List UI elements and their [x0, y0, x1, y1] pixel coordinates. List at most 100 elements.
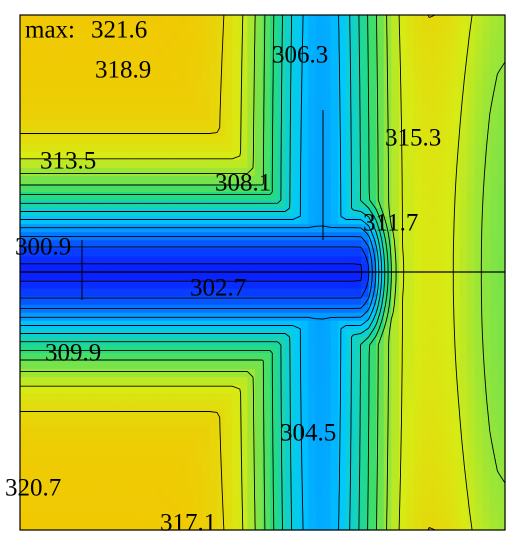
field-cell	[429, 377, 438, 386]
field-cell	[436, 183, 445, 193]
field-cell	[262, 473, 271, 483]
field-cell	[80, 224, 89, 233]
field-cell	[368, 425, 377, 435]
field-cell	[42, 433, 51, 443]
field-cell	[391, 513, 400, 523]
field-cell	[179, 95, 188, 105]
field-cell	[497, 401, 506, 410]
field-cell	[65, 473, 74, 483]
field-cell	[474, 232, 483, 241]
field-cell	[57, 71, 67, 80]
field-cell	[474, 425, 483, 435]
field-cell	[50, 256, 59, 266]
field-cell	[292, 103, 301, 113]
field-cell	[406, 288, 415, 298]
field-cell	[398, 55, 408, 64]
field-cell	[285, 417, 294, 426]
field-cell	[179, 248, 188, 258]
field-cell	[444, 159, 453, 169]
field-cell	[239, 425, 248, 435]
field-cell	[368, 135, 377, 145]
field-cell	[118, 473, 127, 483]
field-cell	[50, 31, 59, 40]
field-cell	[323, 425, 332, 435]
contour-label: 300.9	[15, 234, 71, 261]
field-cell	[88, 39, 97, 48]
field-cell	[482, 296, 491, 306]
field-cell	[224, 352, 233, 362]
field-cell	[171, 417, 180, 426]
field-cell	[95, 465, 104, 475]
field-cell	[414, 63, 423, 72]
field-cell	[50, 119, 59, 129]
field-cell	[141, 15, 150, 24]
field-cell	[315, 47, 324, 56]
field-cell	[209, 127, 218, 137]
field-cell	[141, 47, 150, 56]
field-cell	[277, 175, 286, 185]
field-cell	[277, 143, 286, 153]
field-cell	[270, 175, 279, 185]
field-cell	[406, 167, 415, 177]
field-cell	[414, 344, 423, 354]
field-cell	[254, 288, 264, 298]
field-cell	[330, 248, 339, 258]
field-cell	[376, 393, 385, 402]
field-cell	[186, 296, 195, 306]
field-cell	[482, 288, 491, 298]
field-cell	[224, 497, 233, 507]
field-cell	[459, 521, 468, 531]
field-cell	[330, 385, 339, 394]
field-cell	[421, 143, 430, 153]
field-cell	[262, 361, 271, 370]
field-cell	[209, 521, 218, 531]
field-cell	[482, 385, 491, 394]
field-cell	[163, 505, 173, 515]
field-cell	[383, 505, 392, 515]
field-cell	[194, 513, 203, 523]
field-cell	[163, 79, 173, 89]
field-cell	[451, 288, 461, 298]
field-cell	[338, 385, 347, 394]
field-cell	[482, 473, 491, 483]
field-cell	[489, 417, 499, 426]
field-cell	[451, 31, 461, 40]
field-cell	[65, 240, 74, 249]
contour-label: 306.3	[272, 42, 328, 69]
field-cell	[451, 71, 461, 80]
field-cell	[292, 248, 301, 258]
field-cell	[163, 385, 173, 394]
field-cell	[376, 312, 385, 322]
field-cell	[474, 264, 483, 274]
field-cell	[194, 336, 203, 346]
field-cell	[497, 208, 506, 217]
field-cell	[361, 385, 370, 394]
field-cell	[277, 377, 286, 386]
field-cell	[353, 111, 362, 121]
field-cell	[110, 497, 120, 507]
field-cell	[35, 119, 44, 129]
field-cell	[80, 87, 89, 97]
field-cell	[217, 497, 226, 507]
field-cell	[421, 240, 430, 249]
field-cell	[224, 465, 233, 475]
field-cell	[414, 457, 423, 467]
field-cell	[118, 183, 127, 193]
field-cell	[224, 224, 233, 233]
field-cell	[353, 465, 362, 475]
field-cell	[194, 489, 203, 499]
field-cell	[186, 87, 195, 97]
field-cell	[126, 183, 135, 193]
field-cell	[50, 352, 59, 362]
field-cell	[338, 200, 347, 209]
field-cell	[474, 521, 483, 531]
contour-label: 308.1	[215, 170, 271, 197]
field-cell	[209, 111, 218, 121]
field-cell	[376, 280, 385, 290]
field-cell	[285, 71, 294, 80]
field-cell	[27, 264, 36, 274]
field-cell	[376, 159, 385, 169]
field-cell	[73, 95, 82, 105]
field-cell	[232, 393, 241, 402]
field-cell	[467, 200, 476, 209]
